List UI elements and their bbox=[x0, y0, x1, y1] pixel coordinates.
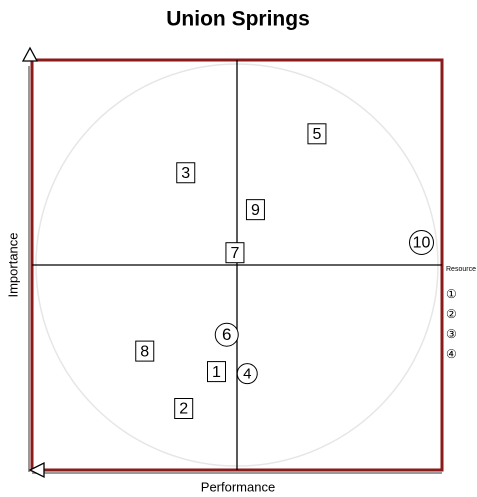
point-label: 9 bbox=[251, 202, 260, 219]
legend-item: ① bbox=[446, 287, 457, 301]
point-circle bbox=[214, 322, 239, 347]
legend-item: ④ bbox=[446, 347, 457, 361]
point-circle bbox=[236, 363, 258, 385]
point-label: 3 bbox=[181, 165, 190, 182]
point-label: 5 bbox=[312, 126, 321, 143]
point-square bbox=[207, 361, 226, 383]
y-axis-label: Importance bbox=[5, 232, 20, 297]
point-circle bbox=[409, 229, 434, 255]
point-square bbox=[307, 123, 327, 145]
point-square bbox=[174, 398, 194, 419]
arrow-left bbox=[28, 461, 45, 479]
chart-title: Union Springs bbox=[166, 8, 310, 31]
point-square bbox=[135, 340, 155, 362]
point-label: 2 bbox=[179, 401, 188, 418]
legend-item: ② bbox=[446, 307, 457, 321]
point-label: 1 bbox=[212, 364, 221, 381]
point-label: 7 bbox=[230, 245, 239, 262]
x-axis-label: Performance bbox=[201, 479, 275, 494]
point-square bbox=[225, 242, 245, 264]
legend-title: Resource bbox=[446, 266, 476, 273]
point-label: 8 bbox=[140, 343, 149, 360]
point-label: 6 bbox=[222, 325, 231, 344]
point-label: 10 bbox=[413, 235, 431, 252]
legend-item: ③ bbox=[446, 327, 457, 341]
point-square bbox=[245, 199, 265, 221]
point-label: 4 bbox=[243, 366, 251, 383]
arrow-up bbox=[21, 46, 39, 62]
point-square bbox=[176, 162, 196, 184]
